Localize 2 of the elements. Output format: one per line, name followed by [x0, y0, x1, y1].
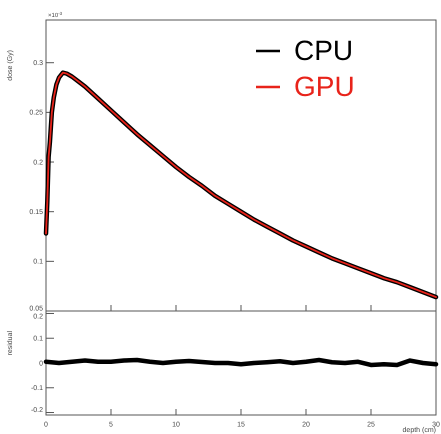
- legend-label: GPU: [294, 71, 355, 102]
- legend-label: CPU: [294, 35, 354, 66]
